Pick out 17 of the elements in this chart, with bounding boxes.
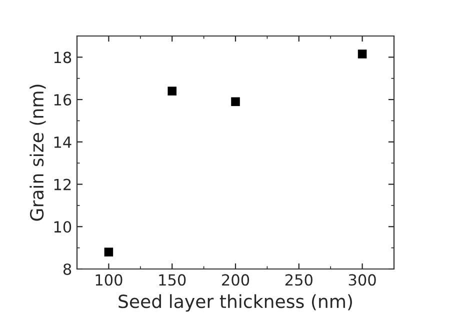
x-tick-label: 300 <box>348 274 376 286</box>
y-tick-label: 16 <box>54 94 72 106</box>
y-axis-title: Grain size (nm) <box>30 84 46 221</box>
x-tick-label: 100 <box>96 274 122 286</box>
point <box>104 248 114 256</box>
x-tick-label: 200 <box>222 274 250 286</box>
point <box>168 86 176 96</box>
y-tick-label: 10 <box>54 221 72 233</box>
y-tick-label: 12 <box>54 178 71 190</box>
point <box>358 50 367 58</box>
x-axis-title: Seed layer thickness (nm) <box>118 294 352 312</box>
x-tick-label: 250 <box>285 274 312 286</box>
x-tick-label: 150 <box>159 274 186 286</box>
point <box>231 97 240 106</box>
y-tick-label: 14 <box>54 136 72 148</box>
y-tick-label: 18 <box>54 52 72 64</box>
y-tick-label: 8 <box>63 263 72 276</box>
